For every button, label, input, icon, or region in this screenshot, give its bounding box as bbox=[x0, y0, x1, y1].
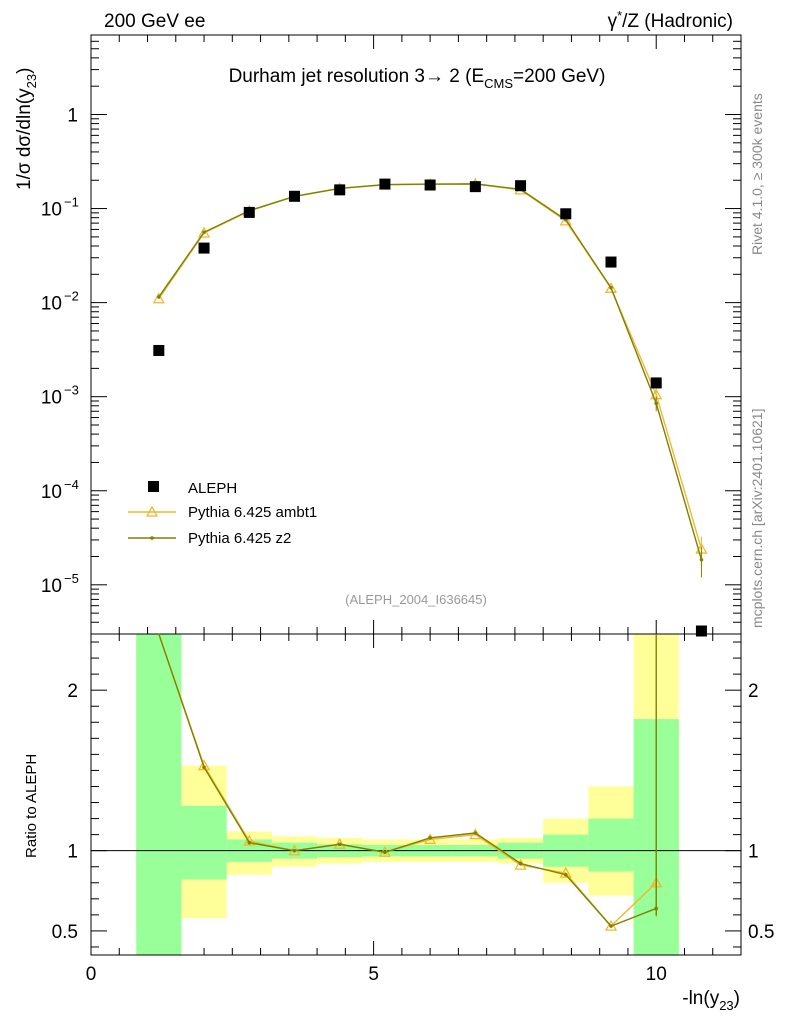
aleph-data-point bbox=[288, 190, 300, 202]
legend-label-aleph: ALEPH bbox=[188, 480, 237, 497]
ambt1-ratio-point bbox=[243, 834, 256, 846]
y-tick-label: 10 bbox=[41, 482, 62, 503]
legend-marker-z2 bbox=[150, 536, 154, 540]
y-tick-label: 1 bbox=[67, 105, 78, 126]
aleph-data-point bbox=[469, 181, 481, 193]
z2-ratio-point bbox=[337, 842, 342, 847]
aleph-data-point bbox=[695, 625, 707, 637]
aleph-data-point bbox=[605, 256, 617, 268]
uncertainty-band-green bbox=[136, 634, 182, 955]
y-tick-exponent: −2 bbox=[64, 289, 79, 304]
ambt1-ratio-point bbox=[559, 866, 572, 878]
header-left-label: 200 GeV ee bbox=[104, 11, 205, 32]
ratio-y-tick-label-right: 1 bbox=[748, 842, 759, 863]
ambt1-ratio-line bbox=[158, 633, 657, 928]
ratio-y-tick-label-right: 0.5 bbox=[748, 922, 774, 943]
ambt1-point bbox=[197, 226, 211, 238]
ambt1-point bbox=[604, 281, 618, 293]
z2-point bbox=[157, 295, 161, 299]
y-tick-label: 10 bbox=[41, 388, 62, 409]
aleph-data-point bbox=[334, 184, 346, 196]
z2-ratio-line bbox=[158, 633, 657, 927]
plot-title: Durham jet resolution 3→ 2 (ECMS=200 GeV… bbox=[229, 66, 606, 91]
y-tick-exponent: −5 bbox=[64, 571, 79, 586]
legend-label-ambt1: Pythia 6.425 ambt1 bbox=[188, 504, 317, 521]
y-tick-label: 10 bbox=[41, 576, 62, 597]
z2-ratio-point bbox=[473, 831, 478, 835]
header-right-label: γ*/Z (Hadronic) bbox=[608, 8, 733, 32]
z2-ratio-point bbox=[292, 848, 297, 853]
z2-ratio-point bbox=[247, 840, 252, 845]
ratio-y-tick-label-left: 1 bbox=[67, 842, 78, 863]
legend: ALEPH Pythia 6.425 ambt1 Pythia 6.425 z2 bbox=[128, 480, 317, 547]
z2-ratio-point bbox=[518, 861, 523, 866]
ratio-y-tick-label-left: 0.5 bbox=[52, 922, 78, 943]
x-tick-label: 10 bbox=[646, 964, 667, 985]
ratio-y-tick-label-right: 2 bbox=[748, 681, 759, 702]
z2-point bbox=[699, 557, 704, 562]
legend-marker-aleph bbox=[148, 481, 159, 492]
mcplots-label: mcplots.cern.ch [arXiv:2401.10621] bbox=[749, 409, 765, 628]
legend-label-z2: Pythia 6.425 z2 bbox=[188, 530, 291, 547]
ambt1-ratio-point bbox=[197, 759, 211, 771]
x-tick-label: 0 bbox=[86, 964, 97, 985]
aleph-data-point bbox=[243, 206, 255, 218]
legend-marker-ambt1 bbox=[145, 505, 159, 517]
ratio-y-tick-label-left: 2 bbox=[67, 681, 78, 702]
ratio-y-axis-label: Ratio to ALEPH bbox=[23, 754, 40, 858]
y-axis-label: 1/σ dσ/dln(y23) bbox=[14, 68, 39, 190]
aleph-data-point bbox=[153, 344, 165, 356]
aleph-data-point bbox=[650, 377, 662, 389]
z2-point bbox=[609, 285, 613, 290]
aleph-data-point bbox=[515, 180, 527, 192]
aleph-data-point bbox=[424, 179, 436, 191]
z2-ratio-point bbox=[563, 872, 568, 877]
main-plot-panel: 110−110−210−310−410−5 bbox=[41, 34, 742, 955]
ambt1-point bbox=[559, 214, 572, 226]
y-tick-label: 10 bbox=[41, 200, 62, 221]
y-tick-exponent: −3 bbox=[64, 383, 79, 398]
y-tick-exponent: −1 bbox=[64, 195, 79, 210]
x-tick-label: 5 bbox=[368, 964, 379, 985]
uncertainty-band-green bbox=[181, 805, 227, 880]
z2-point bbox=[654, 401, 659, 406]
z2-ratio-point bbox=[202, 765, 206, 770]
ratio-frame bbox=[90, 633, 742, 956]
aleph-data-point bbox=[379, 178, 391, 190]
uncertainty-band-green bbox=[588, 818, 634, 872]
z2-point bbox=[202, 230, 206, 235]
z2-ratio-point bbox=[609, 924, 613, 928]
aleph-data-point bbox=[198, 242, 210, 254]
rivet-version-label: Rivet 4.1.0, ≥ 300k events bbox=[749, 93, 765, 255]
ambt1-line bbox=[158, 183, 703, 550]
z2-ratio-point bbox=[383, 850, 387, 855]
aleph-data-point bbox=[560, 208, 572, 220]
ambt1-point bbox=[152, 292, 165, 304]
y-tick-label: 10 bbox=[41, 294, 62, 315]
z2-ratio-point bbox=[428, 836, 432, 840]
ratio-plot-panel: 0 5 10 0.5 0.5 1 1 2 2 bbox=[52, 633, 774, 985]
analysis-id-label: (ALEPH_2004_I636645) bbox=[345, 592, 487, 607]
ambt1-ratio-point bbox=[333, 837, 346, 849]
x-axis-label: -ln(y23) bbox=[682, 988, 740, 1013]
y-tick-exponent: −4 bbox=[64, 477, 79, 492]
